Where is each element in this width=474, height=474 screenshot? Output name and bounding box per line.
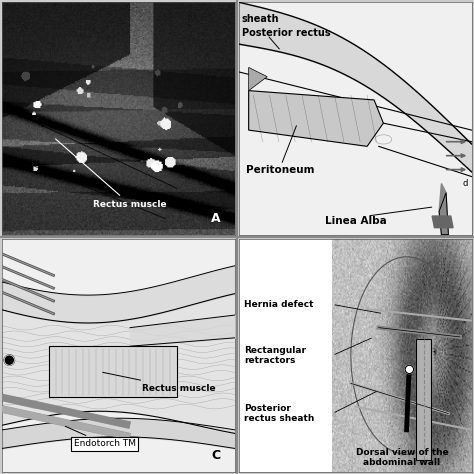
Circle shape (405, 365, 413, 374)
Polygon shape (239, 239, 337, 472)
Text: d: d (462, 179, 468, 188)
Text: Rectangular
retractors: Rectangular retractors (244, 346, 306, 365)
Text: Rectus muscle: Rectus muscle (55, 139, 167, 209)
Polygon shape (432, 216, 453, 228)
Polygon shape (249, 67, 267, 91)
Bar (416, 339, 431, 460)
Text: C: C (211, 449, 220, 462)
Polygon shape (416, 339, 431, 460)
Text: sheath: sheath (242, 14, 279, 24)
Bar (49, 346, 176, 397)
Text: Posterior rectus: Posterior rectus (242, 27, 330, 37)
Text: Linea Alba: Linea Alba (325, 216, 387, 226)
Polygon shape (439, 183, 448, 235)
Text: Dorsal view of the
abdominal wall: Dorsal view of the abdominal wall (356, 448, 448, 467)
Text: Endotorch TM: Endotorch TM (65, 426, 136, 448)
Text: Posterior
rectus sheath: Posterior rectus sheath (244, 404, 314, 423)
Text: Hernia defect: Hernia defect (244, 300, 313, 309)
Circle shape (4, 355, 14, 365)
Text: A: A (211, 212, 221, 225)
Polygon shape (249, 91, 383, 146)
Text: Peritoneum: Peritoneum (246, 164, 315, 174)
Text: Rectus muscle: Rectus muscle (103, 372, 215, 392)
